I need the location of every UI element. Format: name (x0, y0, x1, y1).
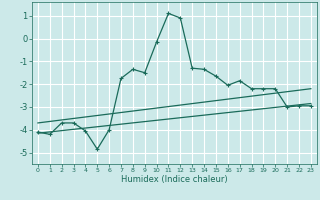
X-axis label: Humidex (Indice chaleur): Humidex (Indice chaleur) (121, 175, 228, 184)
